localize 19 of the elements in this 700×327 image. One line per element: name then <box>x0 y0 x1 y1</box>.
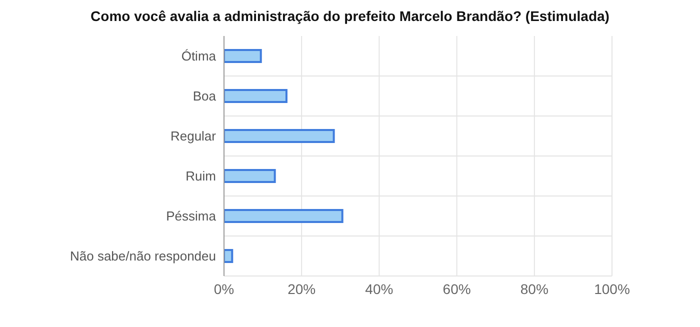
x-tick-label: 40% <box>365 280 394 297</box>
y-tick-label: Não sabe/não respondeu <box>70 248 216 264</box>
bar <box>224 249 234 263</box>
y-tick-label: Ótima <box>181 48 217 64</box>
x-tick-label: 20% <box>288 280 316 297</box>
y-tick-label: Ruim <box>186 168 216 184</box>
x-tick-label: 60% <box>442 280 471 297</box>
bar <box>224 89 288 103</box>
x-tick-label: 100% <box>594 280 630 297</box>
bar <box>224 169 276 183</box>
bar <box>224 129 335 143</box>
x-tick-label: 0% <box>214 280 234 297</box>
chart-title: Como você avalia a administração do prefeito Marcelo Brandão? (Estimulada) <box>90 8 610 24</box>
bar <box>224 209 344 223</box>
y-tick-label: Regular <box>170 128 217 144</box>
y-tick-label: Boa <box>192 88 217 104</box>
y-tick-label: Péssima <box>166 208 217 224</box>
x-tick-label: 80% <box>520 280 548 297</box>
bar <box>224 49 262 63</box>
